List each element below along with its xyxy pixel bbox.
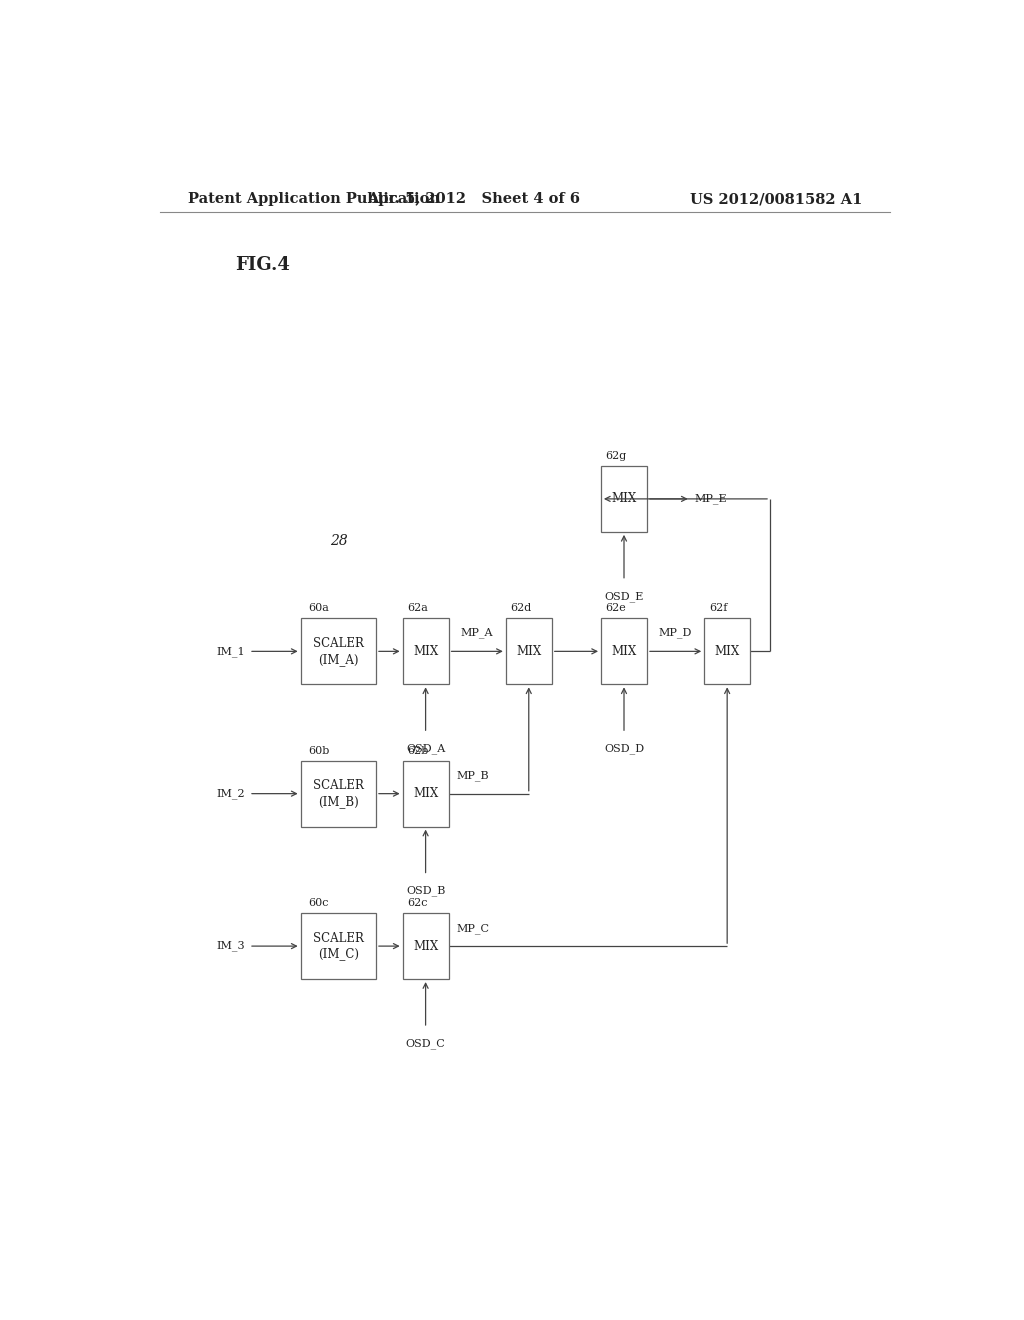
Text: Patent Application Publication: Patent Application Publication xyxy=(187,191,439,206)
Text: IM_2: IM_2 xyxy=(216,788,245,799)
Text: SCALER
(IM_B): SCALER (IM_B) xyxy=(313,779,364,808)
Text: SCALER
(IM_A): SCALER (IM_A) xyxy=(313,636,364,665)
Text: MP_B: MP_B xyxy=(457,771,489,781)
Bar xyxy=(601,618,647,684)
Text: MIX: MIX xyxy=(611,645,637,657)
Text: MIX: MIX xyxy=(413,787,438,800)
Text: 60a: 60a xyxy=(308,603,329,614)
Text: OSD_C: OSD_C xyxy=(406,1038,445,1049)
Text: OSD_A: OSD_A xyxy=(406,743,445,754)
Text: 62a: 62a xyxy=(408,603,428,614)
Text: 62e: 62e xyxy=(605,603,627,614)
Bar xyxy=(402,618,449,684)
Text: IM_3: IM_3 xyxy=(216,941,245,952)
Bar xyxy=(402,913,449,979)
Text: 60b: 60b xyxy=(308,746,330,755)
Text: OSD_E: OSD_E xyxy=(604,591,644,602)
Bar xyxy=(301,913,376,979)
Text: MIX: MIX xyxy=(413,940,438,953)
Text: MIX: MIX xyxy=(715,645,739,657)
Text: MP_D: MP_D xyxy=(658,627,692,638)
Bar xyxy=(506,618,552,684)
Text: 62f: 62f xyxy=(709,603,727,614)
Text: IM_1: IM_1 xyxy=(216,645,245,657)
Text: FIG.4: FIG.4 xyxy=(236,256,290,275)
Text: MIX: MIX xyxy=(516,645,542,657)
Text: Apr. 5, 2012   Sheet 4 of 6: Apr. 5, 2012 Sheet 4 of 6 xyxy=(367,191,580,206)
Text: OSD_D: OSD_D xyxy=(604,743,644,754)
Text: US 2012/0081582 A1: US 2012/0081582 A1 xyxy=(690,191,862,206)
Text: MIX: MIX xyxy=(611,492,637,506)
Text: MIX: MIX xyxy=(413,645,438,657)
Bar xyxy=(301,618,376,684)
Bar xyxy=(705,618,751,684)
Bar xyxy=(601,466,647,532)
Text: 62g: 62g xyxy=(605,450,627,461)
Text: MP_E: MP_E xyxy=(694,494,727,504)
Text: MP_A: MP_A xyxy=(461,627,494,638)
Text: 60c: 60c xyxy=(308,898,329,908)
Text: 62c: 62c xyxy=(408,898,428,908)
Text: 28: 28 xyxy=(331,533,348,548)
Text: 62b: 62b xyxy=(408,746,429,755)
Text: OSD_B: OSD_B xyxy=(406,886,445,896)
Text: MP_C: MP_C xyxy=(457,923,489,935)
Bar xyxy=(301,760,376,826)
Text: 62d: 62d xyxy=(510,603,531,614)
Text: SCALER
(IM_C): SCALER (IM_C) xyxy=(313,932,364,961)
Bar xyxy=(402,760,449,826)
